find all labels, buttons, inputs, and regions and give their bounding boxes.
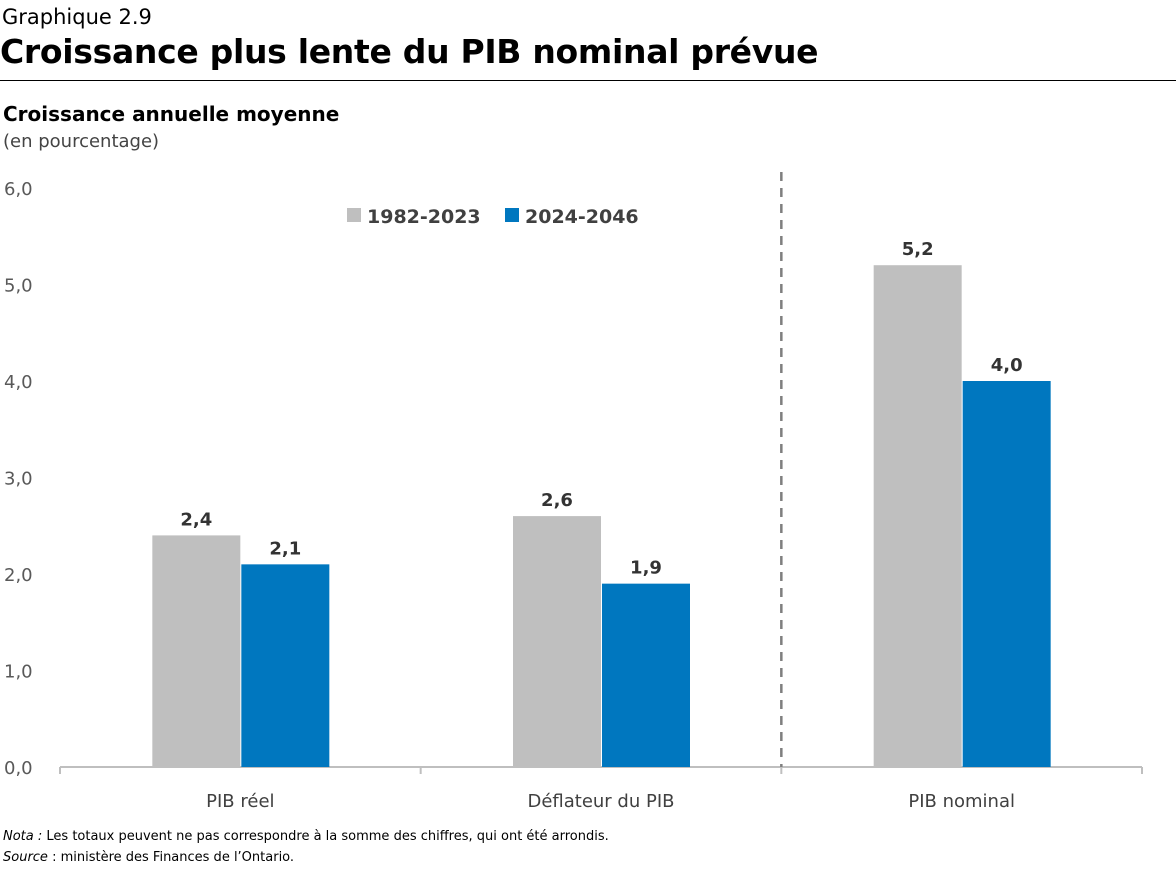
chart-subtitle: Croissance annuelle moyenne [3, 102, 340, 126]
x-tick-label: PIB réel [206, 791, 274, 812]
bar-chart: 0,0 1,0 2,0 3,0 4,0 5,0 6,0 2,4 2,1 PIB réel 2,6 1,… [4, 172, 1143, 812]
y-tick-label: 5,0 [4, 276, 33, 297]
bar-2024-2046 [241, 564, 330, 767]
note-text: Les totaux peuvent ne pas correspondre à… [42, 829, 609, 844]
unit-label: (en pourcentage) [3, 131, 160, 152]
y-tick-label: 4,0 [4, 372, 33, 393]
data-label: 4,0 [991, 355, 1023, 376]
legend-label: 2024-2046 [525, 206, 639, 228]
title-divider [0, 80, 1176, 81]
legend-swatch-1982-2023 [347, 208, 361, 222]
data-label: 5,2 [902, 239, 934, 260]
bar-2024-2046 [602, 583, 690, 767]
source-line: Source : ministère des Finances de l’Ont… [3, 847, 609, 868]
legend-swatch-2024-2046 [505, 208, 519, 222]
bar-1982-2023 [152, 535, 241, 767]
source-text: : ministère des Finances de l’Ontario. [47, 850, 295, 865]
legend-label: 1982-2023 [367, 206, 481, 228]
bar-1982-2023 [513, 516, 601, 767]
note-line: Nota : Les totaux peuvent ne pas corresp… [3, 826, 609, 847]
x-tick-label: PIB nominal [908, 791, 1015, 812]
data-label: 2,4 [180, 509, 212, 530]
y-tick-label: 6,0 [4, 179, 33, 200]
x-tick-label: Déflateur du PIB [527, 791, 674, 812]
chart-title: Croissance plus lente du PIB nominal pré… [0, 32, 819, 71]
data-label: 2,6 [541, 490, 573, 511]
data-label: 1,9 [630, 558, 662, 579]
chart-number: Graphique 2.9 [2, 5, 152, 29]
source-label: Source [3, 850, 48, 865]
data-label: 2,1 [269, 538, 301, 559]
footnotes: Nota : Les totaux peuvent ne pas corresp… [3, 826, 609, 868]
y-tick-label: 2,0 [4, 565, 33, 586]
bar-2024-2046 [962, 381, 1051, 767]
note-label: Nota : [3, 829, 43, 844]
y-tick-label: 0,0 [4, 758, 33, 779]
y-tick-label: 1,0 [4, 662, 33, 683]
bar-1982-2023 [873, 265, 962, 767]
y-tick-label: 3,0 [4, 469, 33, 490]
